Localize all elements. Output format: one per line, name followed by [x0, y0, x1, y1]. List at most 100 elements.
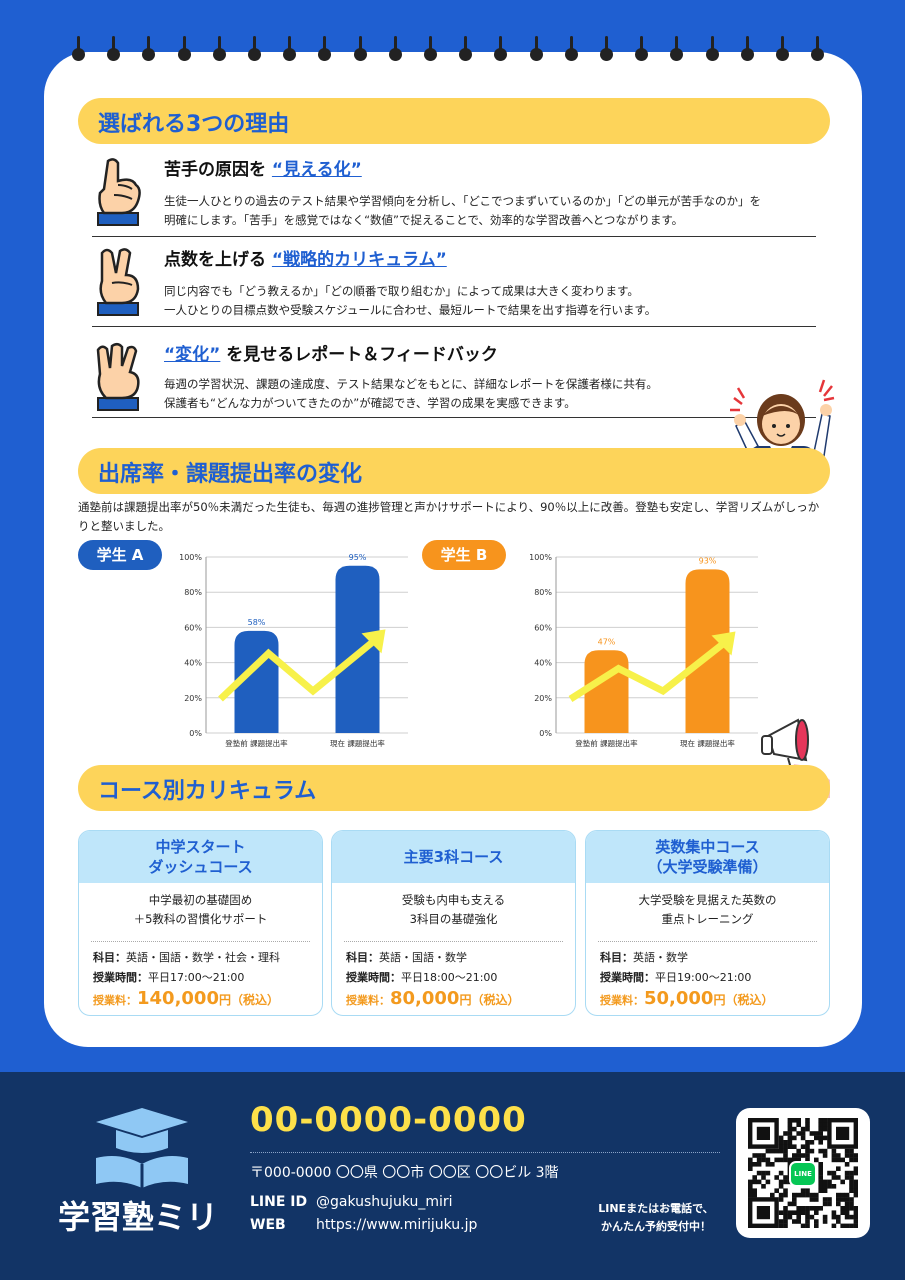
binder-ring	[318, 36, 332, 68]
binder-ring	[529, 36, 543, 68]
line-qr-code[interactable]: LINE	[736, 1108, 870, 1238]
reason-item-3: “変化” を見せるレポート＆フィードバック 毎週の学習状況、課題の達成度、テスト…	[92, 340, 816, 418]
x-category-label: 登塾前 課題提出率	[575, 738, 638, 748]
reason-text-3b: 保護者も“どんな力がついてきたのか”が確認でき、学習の成果を実感できます。	[164, 396, 576, 410]
attendance-banner: 出席率・課題提出率の変化	[78, 448, 830, 494]
reason-heading-3: “変化” を見せるレポート＆フィードバック	[164, 345, 498, 365]
web-label: WEB	[250, 1217, 286, 1233]
phone-number[interactable]: 00-0000-0000	[250, 1100, 527, 1140]
reason-text-2b: 一人ひとりの目標点数や受験スケジュールに合わせ、最短ルートで結果を出す指導を行い…	[164, 303, 657, 317]
binder-rings	[72, 36, 832, 76]
binder-ring	[459, 36, 473, 68]
course-divider	[91, 941, 310, 942]
reasons-title: 選ばれる3つの理由	[98, 112, 290, 137]
course-name: 中学スタート ダッシュコース	[79, 831, 322, 883]
reason-text-3a: 毎週の学習状況、課題の達成度、テスト結果などをもとに、詳細なレポートを保護者様に…	[164, 377, 658, 391]
bar	[335, 565, 380, 733]
binder-ring	[424, 36, 437, 68]
peace-sign-hand-icon	[97, 248, 140, 316]
binder-ring	[776, 36, 789, 68]
bar-value-label: 93%	[699, 556, 717, 565]
binder-ring	[564, 36, 578, 68]
binder-ring	[740, 36, 754, 68]
student-b-chart: 0% 20% 40% 60% 80% 100% 47% 登塾前 課題提出率 93% 現在 課題提出…	[529, 553, 758, 748]
reason-text-1b: 明確にします。「苦手」を感覚ではなく“数値”で捉えることで、効率的な学習改善へと…	[164, 213, 684, 227]
reason-text-2a: 同じ内容でも「どう教えるか」「どの順番で取り組むか」によって成果は大きく変わりま…	[164, 284, 639, 298]
line-id-label: LINE ID	[250, 1194, 308, 1210]
course-card-junior: 中学スタート ダッシュコース 中学最初の基礎固め ＋5教科の習慣化サポート 科目…	[78, 830, 323, 1016]
binder-ring	[600, 36, 613, 68]
attendance-intro: 通塾前は課題提出率が50％未満だった生徒も、毎週の進捗管理と声かけサポートにより…	[78, 500, 820, 533]
course-fee: 授業料：50,000円（税込）	[600, 988, 774, 1009]
y-tick-label: 40%	[534, 659, 552, 668]
trend-arrow-head	[711, 631, 736, 656]
course-subjects: 科目：英語・国語・数学・社会・理科	[93, 951, 280, 964]
line-id[interactable]: @gakushujuku_miri	[316, 1194, 453, 1210]
qr-code-icon	[748, 1118, 858, 1228]
y-tick-label: 20%	[184, 694, 202, 703]
reason-heading-2: 点数を上げる “戦略的カリキュラム”	[164, 250, 447, 270]
student-a-label: 学生 A	[78, 540, 162, 570]
y-tick-label: 0%	[539, 729, 552, 738]
course-name: 主要3科コース	[332, 831, 575, 883]
y-tick-label: 100%	[529, 553, 552, 562]
reason-item-2: 点数を上げる “戦略的カリキュラム” 同じ内容でも「どう教えるか」「どの順番で取…	[92, 245, 816, 327]
y-tick-label: 40%	[184, 659, 202, 668]
y-tick-label: 100%	[179, 553, 202, 562]
binder-ring	[388, 36, 402, 68]
course-fee: 授業料：140,000円（税込）	[93, 988, 280, 1009]
reasons-banner: 選ばれる3つの理由	[78, 98, 830, 144]
trend-arrow-line	[218, 638, 376, 702]
binder-ring	[705, 36, 719, 68]
reason-item-1: 苦手の原因を “見える化” 生徒一人ひとりの過去のテスト結果や学習傾向を分析し、…	[92, 155, 816, 237]
binder-ring	[177, 36, 191, 68]
binder-ring	[212, 36, 226, 68]
student-a-chart: 0% 20% 40% 60% 80% 100% 58% 登塾前 課題提出率 95% 現在 課題提出…	[179, 553, 408, 748]
bar-value-label: 47%	[598, 637, 616, 646]
x-category-label: 現在 課題提出率	[330, 738, 385, 748]
bar	[584, 650, 629, 733]
website-link[interactable]: https://www.mirijuku.jp	[316, 1217, 478, 1233]
course-fee: 授業料：80,000円（税込）	[346, 988, 520, 1009]
y-tick-label: 0%	[189, 729, 202, 738]
reason-text-1a: 生徒一人ひとりの過去のテスト結果や学習傾向を分析し、「どこでつまずいているのか」…	[164, 194, 761, 208]
one-finger-hand-icon	[97, 158, 141, 226]
trend-arrow-head	[361, 629, 386, 654]
y-tick-label: 80%	[184, 588, 202, 597]
binder-ring	[72, 36, 85, 68]
graduation-cap-book-icon	[96, 1108, 188, 1188]
course-desc: 大学受験を見据えた英数の 重点トレーニング	[638, 893, 777, 926]
course-name: 英数集中コース （大学受験準備）	[586, 831, 829, 883]
course-time: 授業時間：平日19:00〜21:00	[600, 971, 752, 984]
three-fingers-hand-icon	[96, 343, 140, 411]
binder-ring	[811, 36, 825, 68]
courses-title: コース別カリキュラム	[98, 779, 317, 804]
bar	[685, 569, 730, 733]
binder-ring	[283, 36, 297, 68]
x-category-label: 現在 課題提出率	[680, 738, 735, 748]
courses-banner: コース別カリキュラム	[78, 765, 830, 811]
reason-heading-1: 苦手の原因を “見える化”	[164, 160, 362, 180]
attendance-title: 出席率・課題提出率の変化	[98, 462, 363, 487]
school-name: 学習塾ミリ	[58, 1198, 219, 1236]
course-card-english-math: 英数集中コース （大学受験準備） 大学受験を見据えた英数の 重点トレーニング 科…	[585, 830, 830, 1016]
course-subjects: 科目：英語・数学	[600, 951, 688, 964]
course-divider	[598, 941, 817, 942]
line-logo-icon: LINE	[789, 1161, 817, 1187]
binder-ring	[670, 36, 684, 68]
course-desc: 受験も内申も支える 3科目の基礎強化	[401, 893, 506, 926]
course-desc: 中学最初の基礎固め ＋5教科の習慣化サポート	[133, 893, 268, 926]
binder-ring	[494, 36, 508, 68]
y-tick-label: 20%	[534, 694, 552, 703]
binder-ring	[142, 36, 156, 68]
binder-ring	[353, 36, 367, 68]
footer-divider	[250, 1152, 720, 1153]
trend-arrow-line	[568, 640, 726, 702]
binder-ring	[248, 36, 261, 68]
course-time: 授業時間：平日17:00〜21:00	[93, 971, 245, 984]
binder-ring	[107, 36, 121, 68]
course-card-main3: 主要3科コース 受験も内申も支える 3科目の基礎強化 科目：英語・国語・数学 授…	[331, 830, 576, 1016]
x-category-label: 登塾前 課題提出率	[225, 738, 288, 748]
y-tick-label: 80%	[534, 588, 552, 597]
binder-ring	[635, 36, 649, 68]
